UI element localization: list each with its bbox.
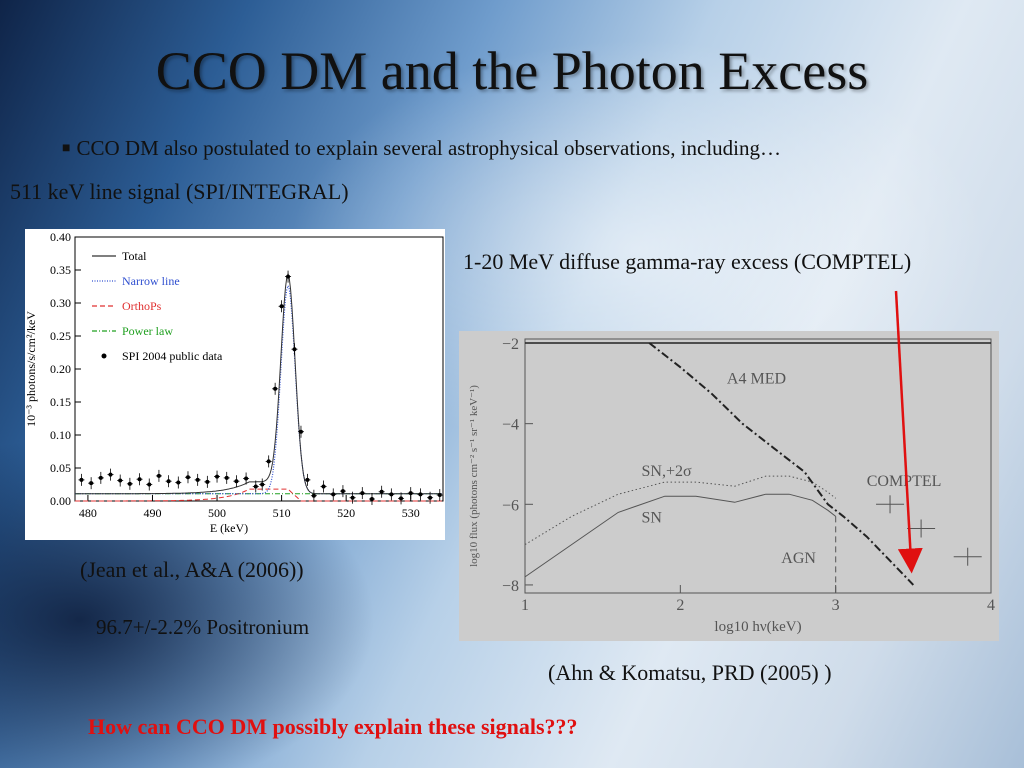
red-arrow <box>896 291 911 561</box>
right-citation: (Ahn & Komatsu, PRD (2005) ) <box>548 660 832 686</box>
left-citation: (Jean et al., A&A (2006)) <box>80 557 304 583</box>
positronium-fraction: 96.7+/-2.2% Positronium <box>96 615 309 640</box>
arrow-overlay <box>0 0 1024 768</box>
closing-question: How can CCO DM possibly explain these si… <box>88 714 578 740</box>
